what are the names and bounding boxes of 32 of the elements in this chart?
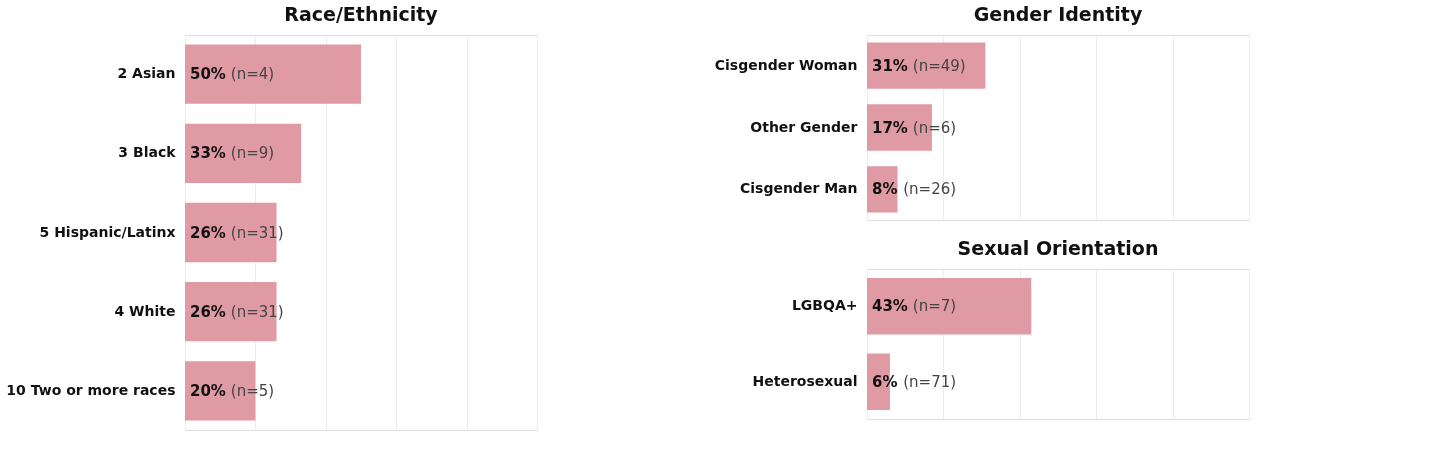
y-tick-label: 3 Black (118, 144, 177, 161)
data-label: 33% (190, 144, 226, 163)
data-label: 26% (190, 302, 226, 321)
data-label: 43% (872, 297, 908, 316)
bar (185, 44, 361, 104)
data-label: 6% (872, 372, 898, 391)
y-tick-label: 4 White (114, 302, 176, 319)
annotation: (n=7) (912, 297, 957, 316)
chart-title: Sexual Orientation (957, 237, 1159, 259)
chart-title: Gender Identity (973, 3, 1143, 25)
annotation: (n=9) (230, 144, 275, 163)
y-tick-label: Cisgender Woman (714, 56, 858, 73)
y-tick-label: Heterosexual (752, 372, 858, 389)
y-tick-label: Other Gender (750, 118, 858, 135)
data-label: 31% (872, 56, 908, 75)
chart-title: Race/Ethnicity (284, 3, 439, 25)
annotation: (n=71) (903, 372, 957, 391)
bar (185, 123, 302, 184)
annotation: (n=4) (230, 65, 275, 84)
annotation: (n=49) (912, 56, 966, 75)
data-label: 17% (872, 118, 908, 137)
data-label: 26% (190, 223, 226, 242)
data-label: 8% (872, 180, 898, 199)
y-tick-label: 5 Hispanic/Latinx (39, 223, 176, 240)
annotation: (n=6) (912, 118, 957, 137)
annotation: (n=26) (903, 180, 957, 199)
y-tick-label: Cisgender Man (739, 180, 858, 197)
y-tick-label: 10 Two or more races (6, 381, 176, 398)
data-label: 50% (190, 65, 226, 84)
y-tick-label: 2 Asian (117, 65, 176, 82)
data-label: 20% (190, 381, 226, 400)
y-tick-label: LGBQA+ (791, 297, 858, 314)
